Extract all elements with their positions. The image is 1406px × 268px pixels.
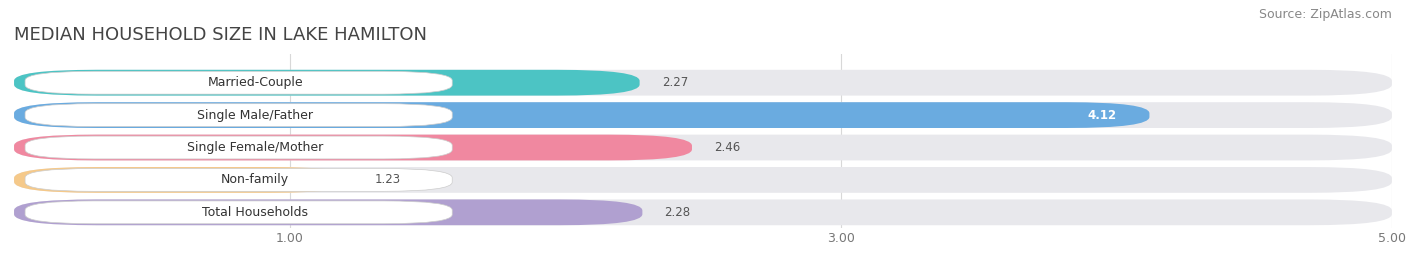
FancyBboxPatch shape — [14, 135, 692, 161]
FancyBboxPatch shape — [14, 135, 1392, 161]
Text: Single Female/Mother: Single Female/Mother — [187, 141, 323, 154]
FancyBboxPatch shape — [25, 201, 453, 224]
FancyBboxPatch shape — [25, 169, 453, 191]
Text: 2.27: 2.27 — [662, 76, 688, 89]
FancyBboxPatch shape — [14, 70, 1392, 96]
Text: Married-Couple: Married-Couple — [207, 76, 304, 89]
FancyBboxPatch shape — [25, 136, 453, 159]
FancyBboxPatch shape — [14, 199, 1392, 225]
FancyBboxPatch shape — [14, 167, 1392, 193]
FancyBboxPatch shape — [25, 71, 453, 94]
FancyBboxPatch shape — [25, 104, 453, 126]
FancyBboxPatch shape — [14, 102, 1150, 128]
FancyBboxPatch shape — [14, 102, 1392, 128]
FancyBboxPatch shape — [14, 167, 353, 193]
Text: Source: ZipAtlas.com: Source: ZipAtlas.com — [1258, 8, 1392, 21]
Text: 1.23: 1.23 — [375, 173, 401, 187]
FancyBboxPatch shape — [14, 199, 643, 225]
Text: 2.46: 2.46 — [714, 141, 741, 154]
FancyBboxPatch shape — [14, 70, 640, 96]
Text: Single Male/Father: Single Male/Father — [197, 109, 314, 122]
Text: 2.28: 2.28 — [665, 206, 690, 219]
Text: Total Households: Total Households — [202, 206, 308, 219]
Text: 4.12: 4.12 — [1087, 109, 1116, 122]
Text: MEDIAN HOUSEHOLD SIZE IN LAKE HAMILTON: MEDIAN HOUSEHOLD SIZE IN LAKE HAMILTON — [14, 26, 427, 44]
Text: Non-family: Non-family — [221, 173, 290, 187]
